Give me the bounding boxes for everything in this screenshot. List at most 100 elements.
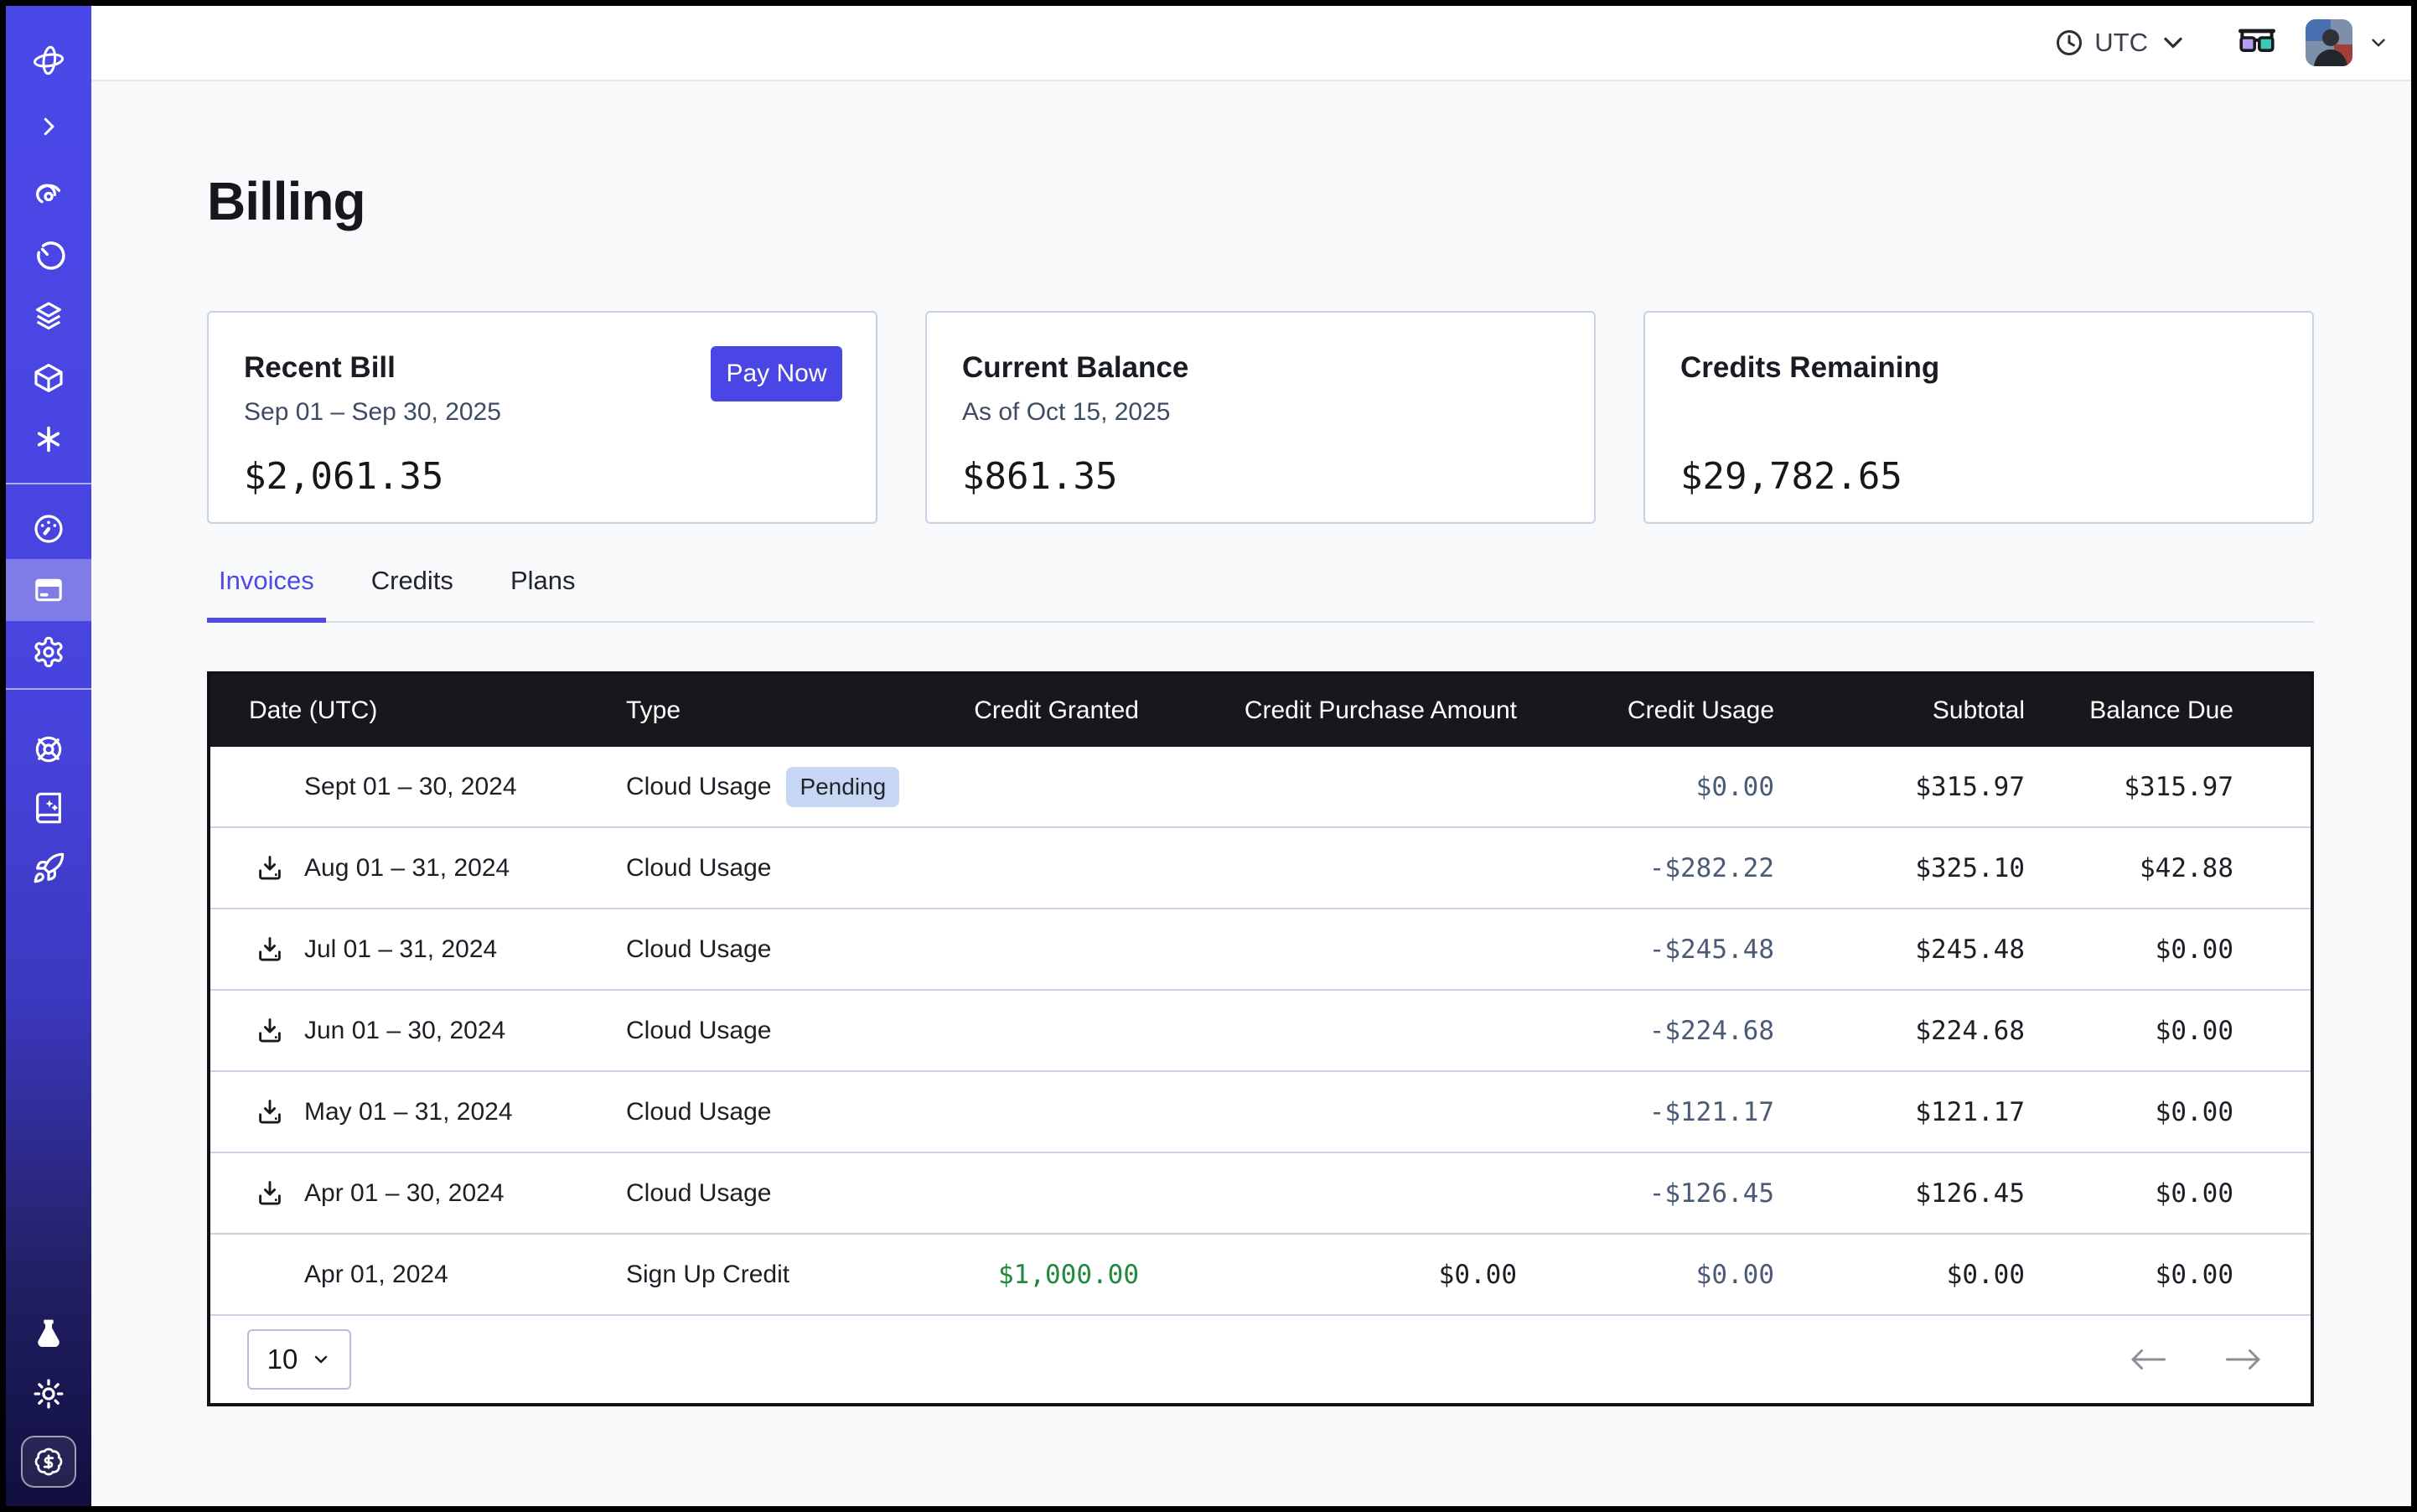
usage-gauge-icon[interactable] — [6, 498, 91, 560]
timezone-selector[interactable]: UTC — [2054, 28, 2188, 58]
column-header: Credit Usage — [1627, 696, 1774, 724]
credit-usage: -$126.45 — [1648, 1178, 1774, 1209]
table-row: Aug 01 – 31, 2024 Cloud Usage -$282.22 $… — [210, 828, 2311, 909]
invoice-type: Cloud Usage — [626, 1016, 772, 1044]
invoice-type: Cloud Usage — [626, 772, 772, 800]
download-invoice-icon[interactable] — [254, 1096, 304, 1128]
balance-due: $0.00 — [2155, 934, 2233, 965]
docs-book-icon[interactable] — [6, 777, 91, 839]
invoices-table: Date (UTC) Type Credit Granted Credit Pu… — [207, 671, 2314, 1406]
subtotal: $126.45 — [1915, 1178, 2025, 1209]
tab-credits[interactable]: Credits — [370, 566, 453, 595]
theme-sun-icon[interactable] — [6, 1363, 91, 1425]
balance-due: $0.00 — [2155, 1259, 2233, 1290]
current-balance-card: Current Balance As of Oct 15, 2025 $861.… — [925, 311, 1596, 524]
topbar: UTC — [91, 6, 2411, 81]
invoice-date: May 01 – 31, 2024 — [304, 1097, 513, 1126]
table-row: Jul 01 – 31, 2024 Cloud Usage -$245.48 $… — [210, 909, 2311, 991]
column-header: Credit Granted — [974, 696, 1139, 724]
subtotal: $224.68 — [1915, 1015, 2025, 1046]
wheel-icon[interactable] — [6, 718, 91, 780]
spacer — [1680, 398, 2277, 428]
credit-usage: $0.00 — [1695, 771, 1774, 802]
chevron-down-icon — [315, 1355, 328, 1364]
download-invoice-icon[interactable] — [254, 934, 304, 966]
column-header: Type — [626, 696, 681, 724]
timer-icon[interactable] — [6, 225, 91, 287]
account-chevron-icon[interactable] — [2368, 32, 2389, 54]
invoice-type: Cloud Usage — [626, 1178, 772, 1207]
next-page-button[interactable] — [2222, 1344, 2265, 1375]
credits-remaining-amount: $29,782.65 — [1680, 455, 1902, 498]
credits-remaining-card: Credits Remaining $29,782.65 — [1643, 311, 2314, 524]
credit-usage: -$282.22 — [1648, 852, 1774, 883]
logo-icon[interactable] — [6, 29, 91, 91]
invoice-type: Cloud Usage — [626, 853, 772, 882]
column-header: Credit Purchase Amount — [1244, 696, 1517, 724]
billing-page: Billing Recent Bill Sep 01 – Sep 30, 202… — [91, 81, 2411, 1506]
pay-now-button[interactable]: Pay Now — [711, 346, 842, 401]
collapse-chevron-icon[interactable] — [6, 96, 91, 158]
table-row: Sept 01 – 30, 2024 Cloud Usage Pending $0… — [210, 747, 2311, 828]
asterisk-icon[interactable] — [6, 408, 91, 470]
recent-bill-card: Recent Bill Sep 01 – Sep 30, 2025 $2,061… — [207, 311, 877, 524]
billing-period: Sep 01 – Sep 30, 2025 — [244, 398, 501, 426]
credit-usage: -$121.17 — [1648, 1096, 1774, 1127]
sidebar — [6, 6, 91, 1506]
sidebar-item-billing[interactable] — [6, 559, 91, 621]
table-header: Date (UTC) Type Credit Granted Credit Pu… — [210, 675, 2311, 747]
page-size-select[interactable]: 10 — [247, 1329, 351, 1390]
radar-icon[interactable] — [6, 163, 91, 225]
column-header: Subtotal — [1932, 696, 2025, 724]
credit-usage: $0.00 — [1695, 1259, 1774, 1290]
download-invoice-icon[interactable] — [254, 1015, 304, 1047]
invoice-type: Sign Up Credit — [626, 1260, 790, 1288]
summary-cards: Recent Bill Sep 01 – Sep 30, 2025 $2,061… — [207, 311, 2314, 524]
settings-gear-icon[interactable] — [6, 621, 91, 683]
balance-as-of: As of Oct 15, 2025 — [962, 398, 1171, 426]
invoice-date: Sept 01 – 30, 2024 — [304, 772, 517, 800]
clock-icon — [2057, 30, 2083, 55]
balance-due: $42.88 — [2140, 852, 2233, 883]
user-avatar[interactable] — [2306, 19, 2352, 66]
invoice-type: Cloud Usage — [626, 935, 772, 963]
balance-due: $0.00 — [2155, 1096, 2233, 1127]
recent-bill-amount: $2,061.35 — [244, 455, 444, 498]
table-row: May 01 – 31, 2024 Cloud Usage -$121.17 $… — [210, 1072, 2311, 1153]
invoice-type: Cloud Usage — [626, 1097, 772, 1126]
page-size-value: 10 — [267, 1344, 298, 1375]
subtotal: $325.10 — [1915, 852, 2025, 883]
download-invoice-icon[interactable] — [254, 1178, 304, 1209]
current-balance-amount: $861.35 — [962, 455, 1118, 498]
tab-invoices[interactable]: Invoices — [207, 566, 326, 623]
layers-icon[interactable] — [6, 285, 91, 347]
pending-badge: Pending — [786, 766, 900, 807]
billing-tabs: Invoices Credits Plans — [207, 566, 2314, 623]
subtotal: $0.00 — [1946, 1259, 2025, 1290]
invoice-date: Apr 01 – 30, 2024 — [304, 1178, 505, 1207]
rocket-icon[interactable] — [6, 837, 91, 899]
balance-due: $315.97 — [2124, 771, 2233, 802]
credit-usage: -$224.68 — [1648, 1015, 1774, 1046]
sidebar-divider — [6, 483, 91, 484]
column-header: Date (UTC) — [249, 696, 378, 724]
invoice-date: Apr 01, 2024 — [304, 1260, 448, 1288]
previous-page-button[interactable] — [2126, 1344, 2170, 1375]
card-title: Current Balance — [962, 351, 1189, 384]
flask-icon[interactable] — [6, 1302, 91, 1364]
download-invoice-icon[interactable] — [254, 852, 304, 884]
table-row: Jun 01 – 30, 2024 Cloud Usage -$224.68 $… — [210, 991, 2311, 1072]
invoice-date: Jul 01 – 31, 2024 — [304, 935, 498, 963]
cube-icon[interactable] — [6, 347, 91, 409]
subtotal: $315.97 — [1915, 771, 2025, 802]
table-row: Apr 01 – 30, 2024 Cloud Usage -$126.45 $… — [210, 1153, 2311, 1235]
column-header: Balance Due — [2089, 696, 2233, 724]
timezone-label: UTC — [2094, 28, 2148, 57]
glasses-icon[interactable] — [2237, 28, 2277, 57]
credit-purchase-amount: $0.00 — [1438, 1259, 1517, 1290]
tab-plans[interactable]: Plans — [510, 566, 576, 595]
chevron-down-icon — [2164, 37, 2182, 49]
dollar-badge-button[interactable] — [6, 1431, 91, 1493]
subtotal: $245.48 — [1915, 934, 2025, 965]
card-title: Recent Bill — [244, 351, 396, 384]
